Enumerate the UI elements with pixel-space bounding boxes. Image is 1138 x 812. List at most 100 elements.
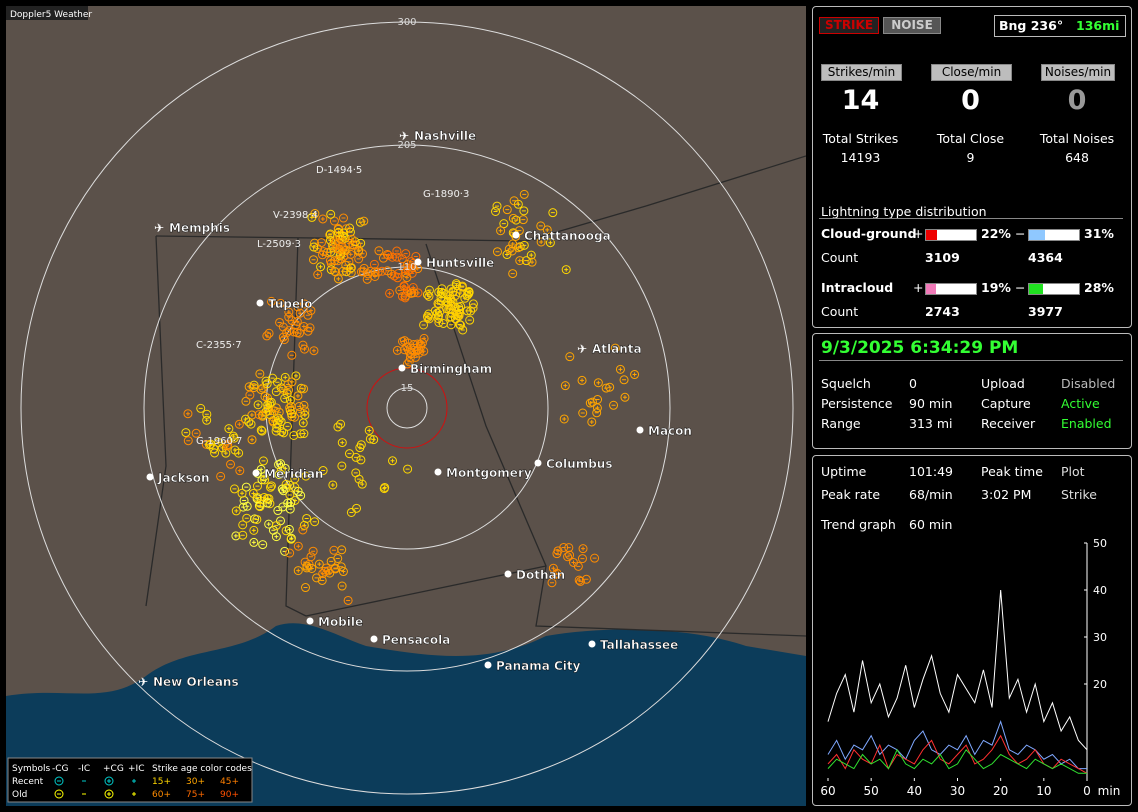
strike-symbol [377,266,387,276]
city-label: Tallahassee [600,638,678,652]
setting: Capture [981,396,1031,411]
strike-symbol [284,524,294,534]
strike-symbol [238,520,248,530]
strike-symbol [519,206,529,216]
strike-symbol [293,391,303,401]
legend-text: Recent [12,777,44,787]
strike-symbol [552,549,562,559]
strike-symbol [354,254,364,264]
strike-symbol [446,312,456,322]
strike-symbol [298,418,308,428]
strike-symbol [401,249,411,259]
strike-symbol [279,335,289,345]
strike-symbol [559,542,569,552]
strike-symbol [237,488,247,498]
trend-window: 60 min [909,517,953,532]
strike-symbol [228,431,238,441]
mode-button[interactable]: NOISE [883,17,941,34]
y-tick-label: 30 [1093,631,1107,644]
strike-symbol [276,516,286,526]
strike-symbol [548,563,558,573]
strike-symbol [312,573,322,583]
city-dot [484,661,492,669]
strike-symbol [271,521,281,531]
legend-symbol [132,779,136,783]
strike-symbol [256,385,266,395]
strike-symbol [508,269,518,279]
strike-symbol [262,498,272,508]
stat: 3:02 PM [981,487,1032,502]
setting: Receiver [981,416,1036,431]
trend-graph: 20 30 40 50 60 50 40 30 20 10 0 min [820,537,1120,798]
strike-symbol [392,246,402,256]
bearing: Bng 236° [999,18,1064,33]
range-label: 205 [397,140,416,151]
city-label: Montgomery [446,466,532,480]
strike-symbol [326,209,336,219]
strike-symbol [309,242,319,252]
strike-symbol [392,345,402,355]
strike-symbol [422,290,432,300]
strike-symbol [266,397,276,407]
strike-symbol [536,221,546,231]
strike-symbol [238,530,248,540]
city-label: Atlanta [592,342,642,356]
strike-symbol [252,481,262,491]
strike-symbol [592,403,602,413]
strike-symbol [547,578,557,588]
strike-symbol [507,246,517,256]
setting: 313 mi [909,416,953,431]
strike-symbol [299,384,309,394]
strike-symbol [465,315,475,325]
strike-symbol [249,537,259,547]
legend-type: -CG [52,764,69,774]
trend-line [827,720,1087,770]
strike-symbol [438,318,448,328]
strike-symbol [515,256,525,266]
trend-line [827,734,1088,774]
strike-symbol [317,250,327,260]
strike-symbol [458,325,468,335]
strike-symbol [379,484,389,494]
strike-symbol [406,288,416,298]
strike-symbol [365,434,375,444]
city-label: Dothan [516,568,565,582]
stat: Peak rate [821,487,881,502]
strike-symbol [214,438,224,447]
strike-symbol [364,425,374,435]
count-label: Count [821,250,859,265]
strike-symbol [249,380,259,390]
x-tick-label: 40 [907,784,922,798]
city-dot [252,469,260,477]
strike-symbol [235,466,245,476]
legend-type: +CG [103,764,124,774]
strike-symbol [542,225,552,235]
strike-symbol [229,433,239,443]
strike-symbol [354,474,364,484]
strike-symbol [281,479,291,489]
strike-symbol [370,267,380,277]
strike-symbol [246,419,256,429]
y-tick-label: 40 [1093,584,1107,597]
strike-symbol [330,238,340,248]
strike-symbol [296,429,306,439]
storm-label: G-1890·3 [423,189,469,200]
strike-symbol [456,301,466,311]
airport-icon: ✈ [399,129,409,143]
strike-symbol [341,260,351,270]
strike-symbol [578,408,588,418]
mode-button[interactable]: STRIKE [819,17,879,34]
strike-symbol [191,428,201,438]
city-label: Columbus [546,457,613,471]
strike-symbol [590,553,600,563]
strike-symbol [298,525,308,535]
city-label: Mobile [318,615,363,629]
strike-symbol [406,343,416,353]
strike-symbol [316,238,326,248]
strike-symbol [337,545,347,555]
strike-symbol [183,436,193,446]
total-value: 14193 [840,150,881,165]
strike-symbol [253,400,263,410]
strike-symbol [397,254,407,264]
y-tick-label: 20 [1093,678,1107,691]
